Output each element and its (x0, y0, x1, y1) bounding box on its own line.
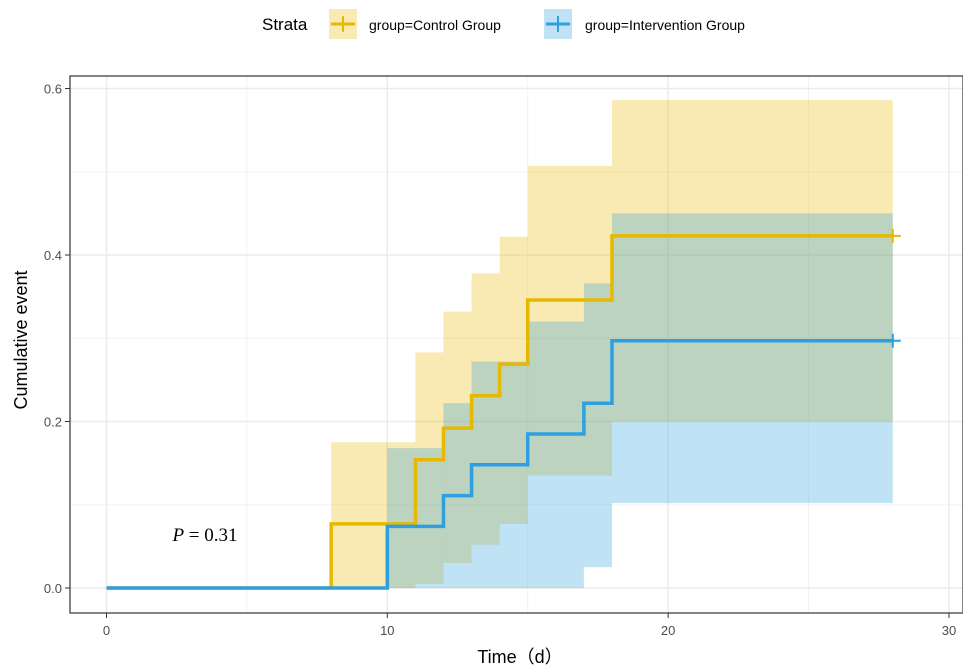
ci-band-control (499, 236, 528, 524)
p-value-annotation: P = 0.31 (171, 525, 237, 546)
legend-label-control: group=Control Group (369, 17, 501, 33)
legend: Strata group=Control Group group=Interve… (262, 9, 745, 39)
y-axis-title: Cumulative event (11, 270, 31, 409)
grid (70, 76, 963, 613)
ci-band-control (527, 165, 612, 476)
ci-band-intervention (611, 213, 893, 504)
plot-border (69, 75, 963, 614)
x-tick-label: 30 (942, 623, 956, 638)
ci-band-control (443, 311, 472, 564)
curves (106, 228, 901, 590)
legend-item-intervention: group=Intervention Group (544, 9, 745, 39)
axes: 0 10 20 30 0.0 0.2 0.4 0.6 (44, 75, 963, 638)
y-tick-label: 0.0 (44, 581, 62, 596)
y-tick-label: 0.2 (44, 415, 62, 430)
km-curve-control (106, 234, 893, 590)
ci-band-control (415, 352, 444, 584)
confidence-ribbons (331, 100, 893, 589)
ci-band-control (331, 442, 416, 589)
legend-label-intervention: group=Intervention Group (585, 17, 745, 33)
x-tick-label: 20 (661, 623, 675, 638)
legend-item-control: group=Control Group (329, 9, 501, 39)
x-tick-label: 0 (103, 623, 110, 638)
ci-band-control (611, 100, 893, 422)
ci-band-intervention (583, 283, 612, 568)
p-value-label: P (171, 525, 184, 546)
plot-panel (70, 76, 963, 613)
ci-band-intervention (527, 321, 584, 589)
y-tick-label: 0.6 (44, 81, 62, 96)
legend-title: Strata (262, 15, 308, 34)
y-tick-label: 0.4 (44, 248, 62, 263)
p-value-text: = 0.31 (184, 525, 237, 546)
ci-band-intervention (471, 361, 528, 589)
x-axis-title: Time（d） (477, 647, 562, 667)
x-tick-label: 10 (380, 623, 394, 638)
km-curve-intervention (106, 339, 893, 590)
ci-band-control (471, 273, 500, 545)
